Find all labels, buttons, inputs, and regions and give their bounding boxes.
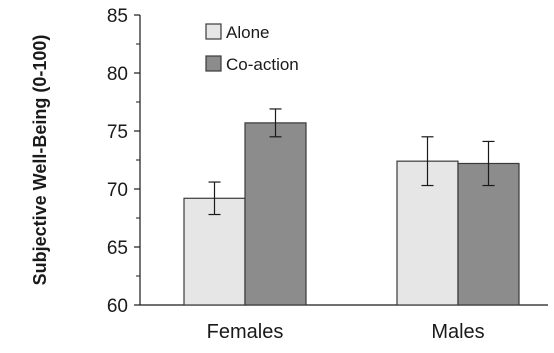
x-category-label: Males [431, 321, 484, 343]
bars [183, 122, 520, 306]
bar-alone-females [183, 197, 246, 306]
y-axis-label-group: Subjective Well-Being (0-100) [30, 35, 50, 286]
x-category-label: Females [207, 321, 284, 343]
ticks: 60 65 70 75 80 85 [107, 6, 140, 317]
y-axis-label: Subjective Well-Being (0-100) [30, 35, 50, 286]
legend: Alone Co-action [205, 23, 299, 74]
bar-co-action-females [244, 122, 307, 306]
y-tick-label: 80 [107, 64, 128, 85]
y-tick-label: 85 [107, 6, 128, 27]
legend-label: Co-action [226, 55, 299, 74]
y-tick-label: 65 [107, 238, 128, 259]
legend-swatch [205, 23, 222, 40]
error-bars [208, 108, 495, 216]
legend-label: Alone [226, 23, 269, 42]
y-tick-label: 70 [107, 180, 128, 201]
category-labels: Females Males [207, 321, 485, 343]
legend-swatch [205, 55, 222, 72]
y-tick-label: 60 [107, 296, 128, 317]
y-tick-label: 75 [107, 122, 128, 143]
bar-co-action-males [457, 162, 520, 306]
